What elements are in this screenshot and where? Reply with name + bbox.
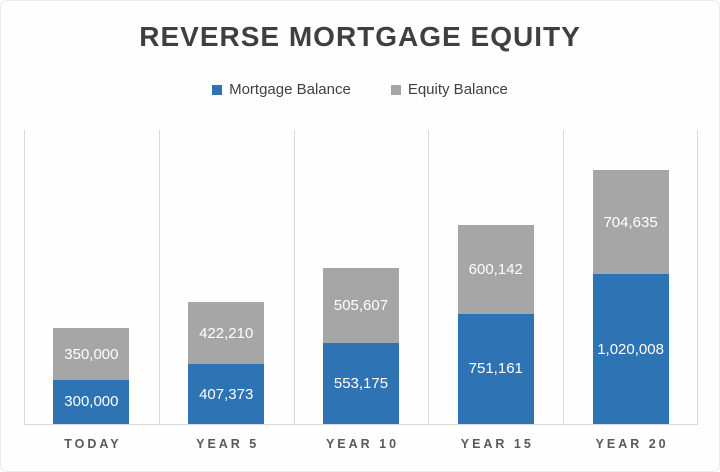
legend-label-equity-balance: Equity Balance <box>407 81 508 98</box>
bar-group-year-20: 1,020,008 704,635 <box>563 130 698 424</box>
gridline <box>697 130 698 424</box>
bar-segment-mortgage-balance: 1,020,008 <box>592 274 669 424</box>
plot-area: 300,000 350,000 407,373 422,210 553,175 505,6… <box>24 130 698 425</box>
bar-segment-mortgage-balance: 300,000 <box>53 379 130 424</box>
bar-segment-equity-balance: 505,607 <box>322 268 399 343</box>
gridline <box>158 130 160 424</box>
bar-segment-equity-balance: 350,000 <box>53 328 130 380</box>
bar-group-year-5: 407,373 422,210 <box>159 130 294 424</box>
legend: Mortgage Balance Equity Balance <box>1 81 719 98</box>
bar-stack: 553,175 505,607 <box>322 130 399 424</box>
bar-segment-equity-balance: 600,142 <box>457 225 534 314</box>
gridline <box>428 130 430 424</box>
bar-group-today: 300,000 350,000 <box>24 130 159 424</box>
bar-stack: 407,373 422,210 <box>188 130 265 424</box>
bar-value-label: 422,210 <box>199 324 254 342</box>
bar-stack: 1,020,008 704,635 <box>592 130 669 424</box>
bar-stack: 751,161 600,142 <box>457 130 534 424</box>
bar-value-label: 1,020,008 <box>597 340 664 358</box>
bar-value-label: 505,607 <box>333 297 389 315</box>
x-axis: TODAY YEAR 5 YEAR 10 YEAR 15 YEAR 20 <box>24 433 698 455</box>
legend-item-equity-balance: Equity Balance <box>390 81 508 98</box>
bar-value-label: 600,142 <box>468 260 523 278</box>
x-axis-label-year-10: YEAR 10 <box>325 437 400 451</box>
bar-value-label: 407,373 <box>199 385 254 403</box>
bar-segment-equity-balance: 422,210 <box>188 302 265 365</box>
bar-stack: 300,000 350,000 <box>53 130 130 424</box>
bar-value-label: 350,000 <box>64 345 119 363</box>
bar-value-label: 553,175 <box>333 374 389 392</box>
bar-value-label: 704,635 <box>603 213 658 231</box>
legend-label-mortgage-balance: Mortgage Balance <box>229 81 351 98</box>
bar-segment-mortgage-balance: 553,175 <box>322 342 399 424</box>
bar-segment-mortgage-balance: 751,161 <box>457 313 534 424</box>
x-axis-label-year-5: YEAR 5 <box>196 437 260 451</box>
equity-balance-swatch-icon <box>390 84 401 95</box>
bar-value-label: 751,161 <box>468 360 523 378</box>
x-axis-label-year-15: YEAR 15 <box>460 437 534 451</box>
x-axis-label-year-20: YEAR 20 <box>595 437 669 451</box>
bar-value-label: 300,000 <box>64 393 119 411</box>
x-axis-label-today: TODAY <box>64 437 122 451</box>
bar-segment-mortgage-balance: 407,373 <box>188 364 265 424</box>
bar-group-year-10: 553,175 505,607 <box>294 130 429 424</box>
mortgage-balance-swatch-icon <box>212 84 223 95</box>
gridline <box>24 130 25 424</box>
gridline <box>293 130 295 424</box>
chart-title: REVERSE MORTGAGE EQUITY <box>139 21 581 52</box>
legend-item-mortgage-balance: Mortgage Balance <box>212 81 351 98</box>
bar-group-year-15: 751,161 600,142 <box>428 130 563 424</box>
bar-segment-equity-balance: 704,635 <box>592 170 669 275</box>
gridline <box>563 130 565 424</box>
